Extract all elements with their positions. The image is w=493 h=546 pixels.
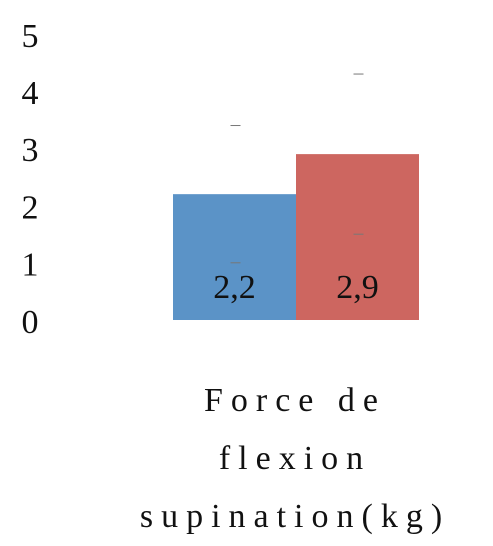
bar [296, 154, 419, 320]
y-tick-label: 2 [22, 189, 39, 226]
data-label: 2,2 [213, 269, 256, 306]
y-tick-label: 4 [22, 75, 39, 112]
y-tick-label: 5 [22, 18, 39, 55]
x-tick-label: Force de flexion supination(kg) [139, 382, 451, 535]
y-tick-label: 1 [22, 247, 39, 284]
y-tick-label: 0 [22, 304, 39, 341]
bar [173, 194, 296, 320]
y-tick-label: 3 [22, 132, 39, 169]
data-label: 2,9 [336, 269, 379, 306]
